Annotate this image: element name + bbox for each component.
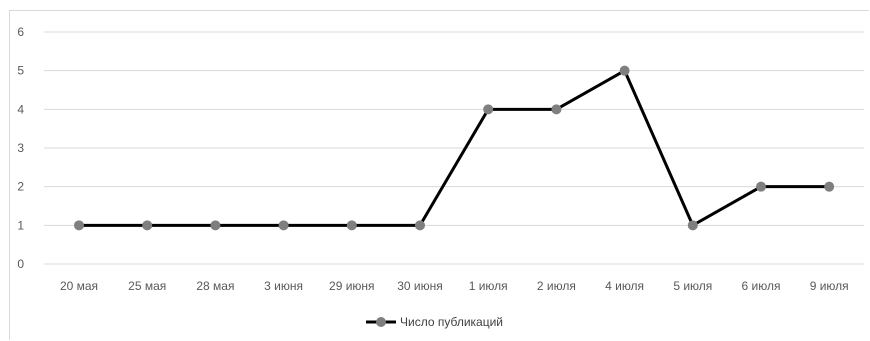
data-point <box>74 220 84 231</box>
x-tick-label: 2 июля <box>537 279 576 293</box>
data-point <box>142 220 153 231</box>
x-tick-label: 1 июля <box>469 279 508 293</box>
x-tick-label: 29 июня <box>329 279 375 293</box>
series-line <box>79 69 830 227</box>
data-point <box>210 220 221 231</box>
x-tick-label: 5 июля <box>673 279 712 293</box>
y-tick-label: 3 <box>17 141 24 155</box>
y-tick-label: 0 <box>17 257 24 271</box>
x-tick-label: 30 июня <box>397 279 443 293</box>
x-tick-label: 25 мая <box>128 279 166 293</box>
chart-frame <box>9 10 869 340</box>
data-point <box>346 220 357 231</box>
gridlines <box>44 31 864 265</box>
x-tick-label: 28 мая <box>196 279 234 293</box>
data-point <box>756 181 766 192</box>
data-point <box>619 65 630 76</box>
y-tick-label: 1 <box>17 218 24 232</box>
data-point <box>483 104 494 115</box>
x-tick-label: 4 июля <box>605 279 644 293</box>
y-tick-label: 6 <box>17 25 24 39</box>
x-axis-tick-labels: 20 мая 25 мая 28 мая 3 июня 29 июня 30 июня 1 … <box>60 279 849 293</box>
x-tick-label: 9 июля <box>810 279 849 293</box>
x-tick-label: 6 июля <box>742 279 781 293</box>
series-group <box>74 65 835 231</box>
data-point <box>278 220 289 231</box>
y-tick-label: 2 <box>17 180 24 194</box>
legend-label: Число публикаций <box>400 315 503 329</box>
x-tick-label: 3 июня <box>264 279 303 293</box>
legend: Число публикаций <box>366 315 503 329</box>
data-point <box>824 181 835 192</box>
legend-marker-swatch <box>376 317 386 327</box>
y-tick-label: 5 <box>17 64 24 78</box>
data-point <box>687 220 698 231</box>
data-point <box>551 104 562 115</box>
x-tick-label: 20 мая <box>60 279 98 293</box>
y-tick-label: 4 <box>17 102 24 116</box>
y-axis-tick-labels: 0 1 2 3 4 5 6 <box>17 25 24 271</box>
data-point <box>415 220 425 231</box>
